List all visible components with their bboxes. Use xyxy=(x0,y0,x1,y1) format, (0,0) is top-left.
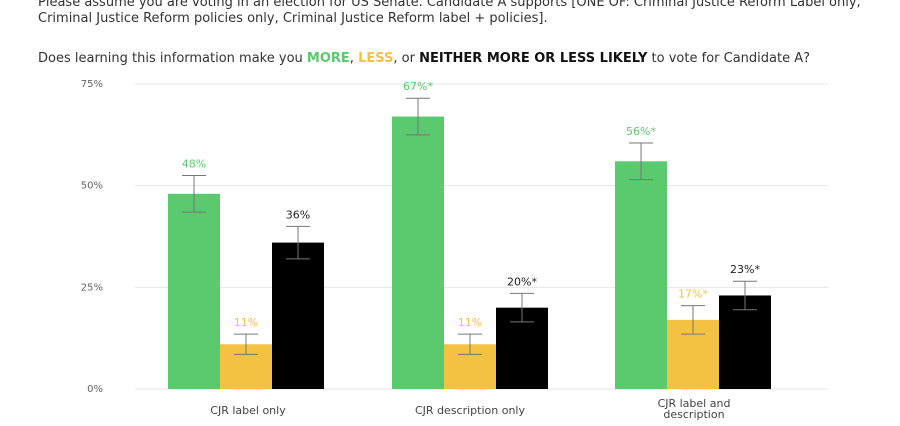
bar-neither xyxy=(719,295,771,389)
question-separator-2: , or xyxy=(393,51,420,66)
question-text: Does learning this information make you … xyxy=(38,51,810,67)
keyword-less: LESS xyxy=(358,51,394,66)
data-label: 17%* xyxy=(678,288,708,301)
data-label: 11% xyxy=(458,316,482,329)
data-label: 36% xyxy=(286,208,310,221)
bar-more xyxy=(168,193,220,389)
data-label: 23%* xyxy=(730,263,760,276)
question-suffix: to vote for Candidate A? xyxy=(647,51,811,66)
x-category-label: CJR label and description xyxy=(658,397,731,421)
data-label: 48% xyxy=(182,158,206,171)
data-label: 11% xyxy=(234,316,258,329)
y-tick-label: 50% xyxy=(81,181,103,192)
x-category-label: CJR description only xyxy=(415,404,525,417)
bar-more xyxy=(392,116,444,390)
data-label: 67%* xyxy=(403,80,433,93)
y-tick-label: 25% xyxy=(81,282,103,293)
keyword-more: MORE xyxy=(306,51,350,66)
intro-text: Please assume you are voting in an elect… xyxy=(38,0,861,26)
data-label: 20%* xyxy=(507,275,537,288)
y-tick-label: 0% xyxy=(87,384,103,395)
question-separator-1: , xyxy=(349,51,359,66)
y-tick-label: 75% xyxy=(81,79,103,90)
bar-more xyxy=(615,161,667,389)
keyword-neither: NEITHER MORE OR LESS LIKELY xyxy=(419,51,648,66)
x-category-label: CJR label only xyxy=(210,404,286,417)
question-prefix: Does learning this information make you xyxy=(38,51,307,66)
data-label: 56%* xyxy=(626,125,656,138)
bar-neither xyxy=(272,242,324,389)
